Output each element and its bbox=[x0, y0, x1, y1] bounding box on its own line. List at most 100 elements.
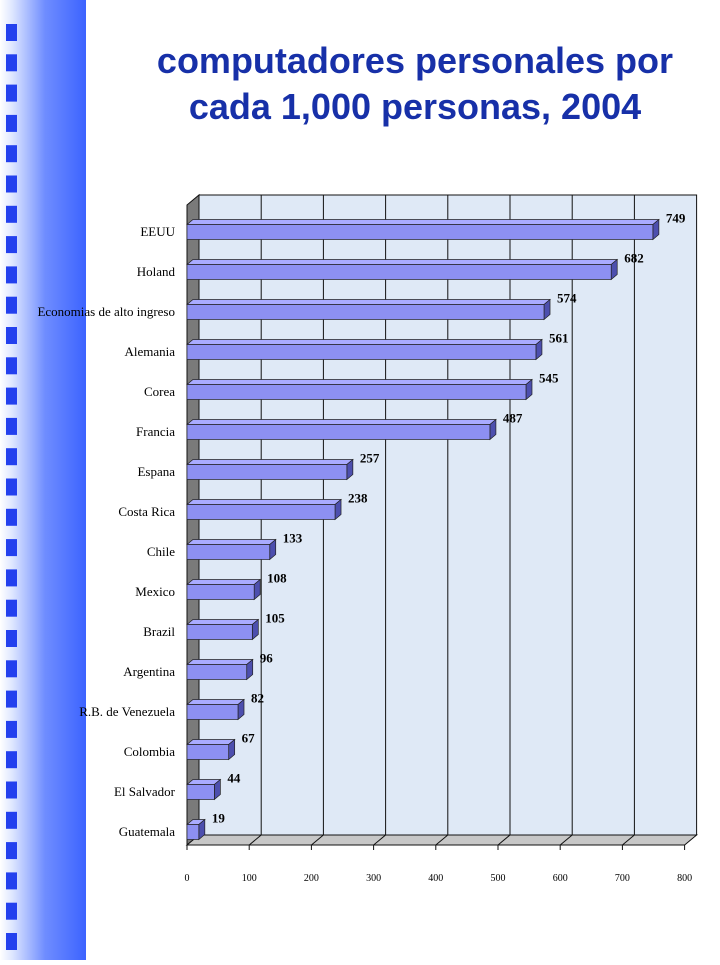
category-label: El Salvador bbox=[114, 784, 176, 799]
bar-top bbox=[186, 379, 533, 385]
bar-top bbox=[186, 619, 260, 625]
data-label: 682 bbox=[624, 251, 644, 266]
floor-gridline bbox=[248, 834, 262, 846]
category-label: Argentina bbox=[123, 664, 175, 679]
sidebar-square bbox=[6, 690, 17, 708]
sidebar-square bbox=[6, 478, 17, 496]
bar bbox=[186, 544, 271, 560]
bar bbox=[186, 584, 255, 600]
bar bbox=[186, 784, 215, 800]
data-label: 82 bbox=[251, 691, 264, 706]
sidebar-square bbox=[6, 145, 17, 163]
page-title: computadores personales por cada 1,000 p… bbox=[95, 38, 720, 130]
sidebar-square bbox=[6, 630, 17, 647]
sidebar-square bbox=[6, 872, 17, 890]
data-label: 238 bbox=[348, 491, 368, 506]
floor-gridline bbox=[559, 834, 573, 846]
bar-top bbox=[186, 259, 619, 265]
category-label: Brazil bbox=[143, 624, 175, 639]
data-label: 133 bbox=[283, 531, 303, 546]
bar-top bbox=[186, 299, 551, 305]
title-line-1: computadores personales por bbox=[156, 40, 674, 81]
category-label: Corea bbox=[144, 384, 175, 399]
sidebar-square bbox=[6, 508, 17, 526]
bar bbox=[186, 344, 537, 360]
bar-chart: 0 100 200 300 400 500 600 700 800 EEUU 749 Holand 68… bbox=[37, 193, 698, 884]
sidebar-square bbox=[6, 266, 17, 284]
category-label: R.B. de Venezuela bbox=[79, 704, 175, 719]
floor-gridline bbox=[622, 834, 635, 846]
sidebar-square bbox=[6, 84, 17, 102]
data-label: 96 bbox=[260, 651, 274, 666]
x-tick-label: 0 bbox=[185, 873, 190, 884]
category-label: Francia bbox=[136, 424, 175, 439]
category-label: Alemania bbox=[124, 344, 175, 359]
sidebar-square-pattern bbox=[6, 24, 17, 950]
x-tick-label: 500 bbox=[491, 873, 506, 884]
data-label: 105 bbox=[265, 611, 285, 626]
sidebar-square bbox=[6, 114, 17, 132]
sidebar-square bbox=[6, 205, 17, 223]
bar bbox=[186, 264, 612, 280]
bar bbox=[186, 824, 200, 840]
bar bbox=[186, 464, 348, 480]
x-tick-label: 200 bbox=[304, 873, 319, 884]
sidebar-square bbox=[6, 327, 17, 344]
floor-gridline bbox=[497, 834, 511, 846]
sidebar-square bbox=[6, 54, 17, 72]
bar bbox=[186, 704, 239, 720]
sidebar-square bbox=[6, 751, 17, 769]
sidebar-square bbox=[6, 902, 17, 920]
bar bbox=[186, 304, 545, 320]
category-label: Holand bbox=[137, 264, 176, 279]
bar bbox=[186, 224, 654, 240]
sidebar-square bbox=[6, 811, 17, 829]
bar bbox=[186, 624, 253, 640]
x-tick-label: 300 bbox=[366, 873, 381, 884]
bar bbox=[186, 424, 491, 440]
sidebar-square bbox=[6, 842, 17, 860]
sidebar-square bbox=[6, 539, 17, 557]
bar-top bbox=[186, 459, 354, 465]
sidebar-square bbox=[6, 236, 17, 254]
category-label: Guatemala bbox=[119, 824, 176, 839]
data-label: 67 bbox=[242, 731, 256, 746]
floor-gridline bbox=[435, 834, 449, 846]
category-label: Economias de alto ingreso bbox=[37, 304, 175, 319]
category-label: Mexico bbox=[135, 584, 175, 599]
data-label: 108 bbox=[267, 571, 287, 586]
decorative-sidebar bbox=[0, 0, 86, 960]
sidebar-square bbox=[6, 357, 17, 375]
bar bbox=[186, 384, 527, 400]
data-label: 574 bbox=[557, 291, 577, 306]
bar bbox=[186, 744, 230, 760]
sidebar-square bbox=[6, 175, 17, 193]
sidebar-square bbox=[6, 720, 17, 738]
x-tick-label: 700 bbox=[615, 873, 630, 884]
data-label: 44 bbox=[227, 771, 241, 786]
sidebar-square bbox=[6, 387, 17, 405]
x-tick-label: 400 bbox=[428, 873, 443, 884]
x-tick-label: 600 bbox=[553, 873, 568, 884]
sidebar-square bbox=[6, 660, 17, 678]
sidebar-square bbox=[6, 417, 17, 435]
sidebar-square bbox=[6, 599, 17, 617]
sidebar-square bbox=[6, 781, 17, 799]
x-tick-label: 800 bbox=[677, 873, 692, 884]
sidebar-square bbox=[6, 296, 17, 314]
bar-top bbox=[186, 419, 497, 425]
bar-top bbox=[186, 539, 277, 545]
data-label: 561 bbox=[549, 331, 569, 346]
sidebar-square bbox=[6, 448, 17, 466]
category-label: Costa Rica bbox=[118, 504, 175, 519]
title-line-2: cada 1,000 personas, 2004 bbox=[188, 86, 642, 127]
data-label: 545 bbox=[539, 371, 559, 386]
category-label: Chile bbox=[147, 544, 175, 559]
category-label: Colombia bbox=[124, 744, 176, 759]
bar bbox=[186, 504, 336, 520]
category-label: EEUU bbox=[140, 224, 175, 239]
category-label: Espana bbox=[137, 464, 175, 479]
bar-top bbox=[186, 699, 245, 705]
bar bbox=[186, 664, 248, 680]
data-label: 19 bbox=[212, 811, 226, 826]
